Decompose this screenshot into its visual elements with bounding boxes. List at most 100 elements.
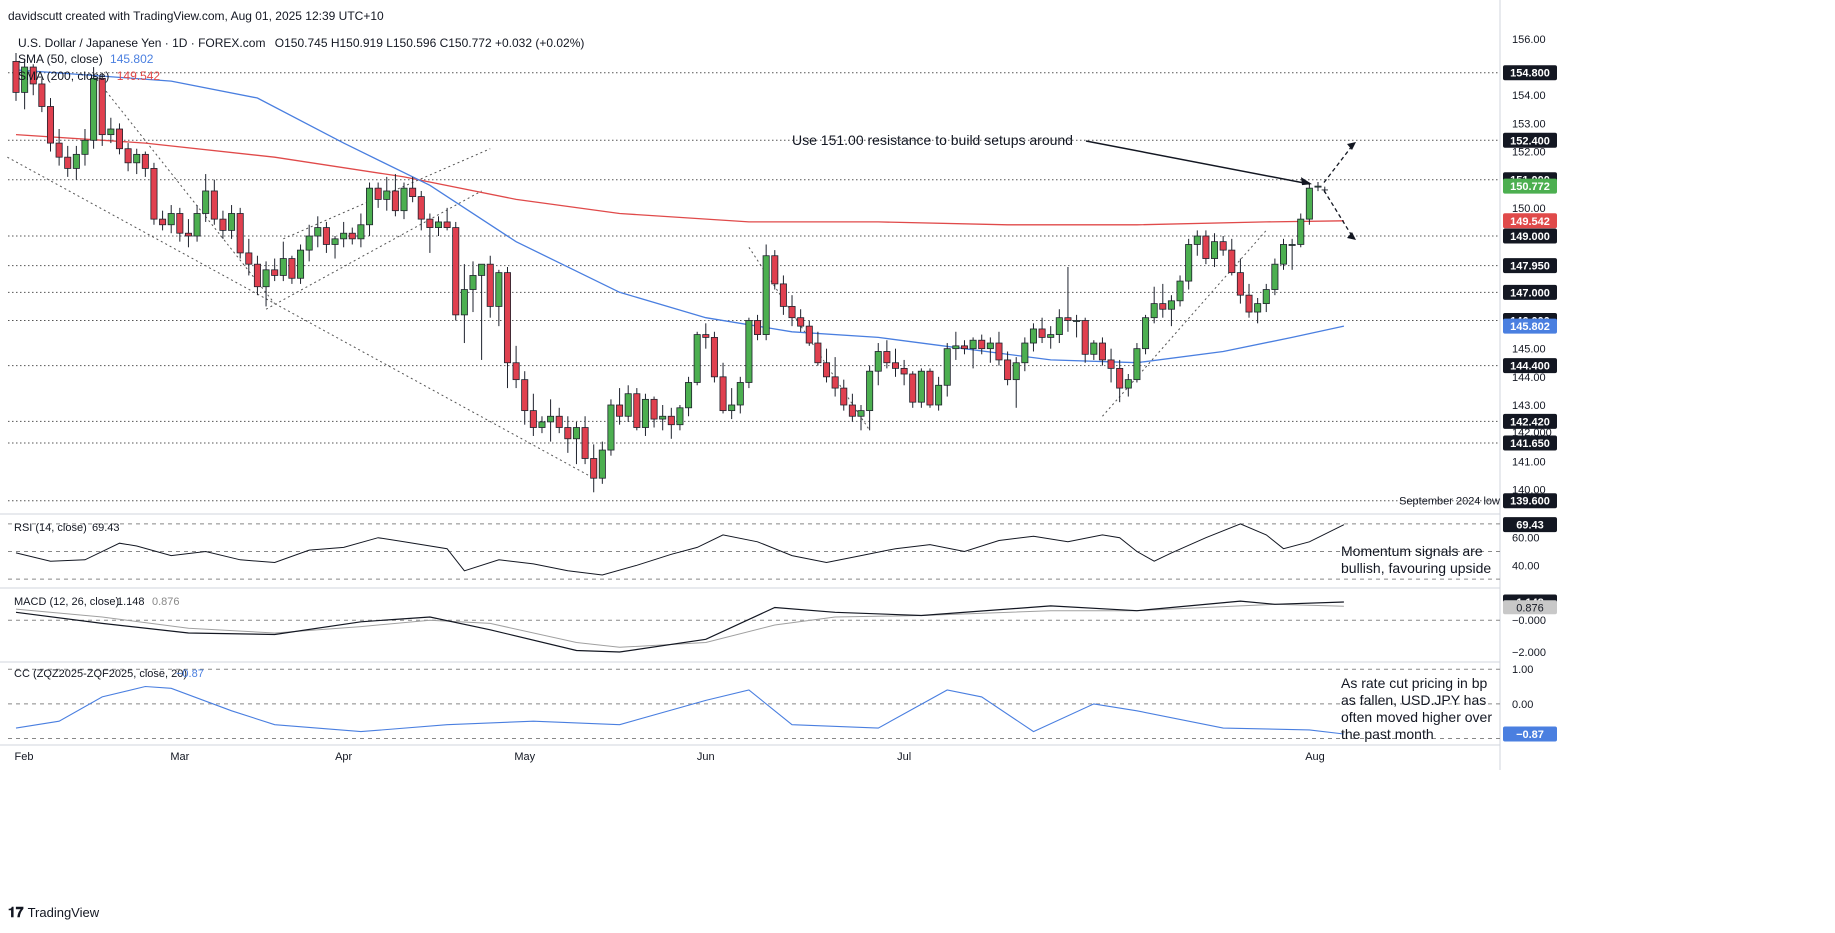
level-price-box — [1503, 358, 1557, 374]
sma200-legend: SMA (200, close) 149.542 — [18, 69, 160, 83]
candle-body — [391, 190, 399, 212]
level-price-box — [1503, 493, 1557, 509]
watermark-text: TradingView — [27, 905, 100, 920]
candle-body — [1107, 359, 1115, 369]
candle-body — [503, 272, 511, 364]
cc-annotation-text: the past month — [1341, 726, 1434, 742]
candle-body — [1038, 328, 1046, 338]
candle-body — [228, 213, 236, 231]
macd-line — [15, 600, 1344, 653]
x-axis-month-label: Mar — [170, 751, 189, 763]
cc-value-box — [1503, 726, 1557, 742]
candle-body — [426, 218, 434, 228]
candle-body — [693, 334, 701, 383]
cc-line — [15, 685, 1344, 735]
candle-body — [202, 190, 210, 214]
candle-body — [46, 106, 54, 144]
price-tick-label: 152.00 — [1512, 147, 1546, 159]
level-price-label: 154.800 — [1510, 68, 1550, 80]
last-price-box — [1503, 178, 1557, 194]
trendline — [7, 156, 594, 479]
cc-annotation-text: often moved higher over — [1341, 709, 1492, 725]
candle-body — [322, 227, 330, 245]
candle-body — [348, 232, 356, 240]
annotation-text: Use 151.00 resistance to build setups ar… — [792, 132, 1073, 148]
candle-body — [12, 61, 20, 93]
rsi-tick-label: 60.00 — [1512, 533, 1540, 545]
level-price-label: 144.400 — [1510, 361, 1550, 373]
candle-body — [926, 370, 934, 406]
candle-body — [1262, 289, 1270, 305]
candle-body — [779, 283, 787, 307]
sma50-value: 145.802 — [110, 52, 154, 66]
candle-body — [167, 213, 175, 226]
candle-body — [952, 345, 960, 350]
candle-body — [702, 334, 710, 338]
sma50-legend: SMA (50, close) 145.802 — [18, 52, 153, 66]
level-price-box — [1503, 228, 1557, 244]
price-tick-label: 141.00 — [1512, 456, 1546, 468]
candle-body — [495, 272, 503, 307]
candle-body — [521, 379, 529, 412]
cc-tick-label: 0.00 — [1512, 699, 1533, 711]
candle-body — [564, 427, 572, 440]
candle-body — [90, 77, 98, 141]
candle-body — [598, 449, 606, 479]
sma200-value: 149.542 — [116, 69, 161, 83]
candle-body — [434, 221, 443, 228]
level-price-label: 141.650 — [1510, 438, 1550, 450]
sma50-price-label: 145.802 — [1510, 321, 1550, 333]
creator-line: davidscutt created with TradingView.com,… — [8, 9, 384, 23]
candle-body — [236, 213, 244, 254]
cc-tick-label: 1.00 — [1512, 664, 1533, 676]
x-axis-month-label: Aug — [1305, 751, 1325, 763]
cc-annotation-text: As rate cut pricing in bp — [1341, 675, 1488, 691]
candle-body — [659, 415, 667, 420]
candle-body — [133, 153, 141, 164]
candle-body — [909, 373, 917, 403]
candle-body — [538, 421, 546, 428]
candle-body — [1167, 300, 1175, 310]
candle-body — [831, 376, 839, 389]
candle-body — [736, 382, 744, 406]
rsi-tick-label: 40.00 — [1512, 560, 1540, 572]
crosshair-mark: + — [1321, 182, 1329, 197]
candle-body — [848, 404, 856, 417]
candle-body — [641, 398, 649, 428]
candle-body — [1185, 244, 1193, 282]
candle-body — [1124, 379, 1132, 389]
x-axis-month-label: May — [514, 751, 535, 763]
candle-body — [486, 263, 494, 307]
symbol-line: U.S. Dollar / Japanese Yen · 1D · FOREX.… — [18, 36, 584, 50]
level-price-label: 147.000 — [1510, 287, 1550, 299]
candle-body — [1029, 328, 1037, 344]
projection-down-arrowhead — [1347, 232, 1356, 240]
candle-body — [1254, 303, 1262, 313]
candle-body — [1004, 359, 1012, 381]
level-price-box — [1503, 413, 1557, 429]
x-axis-month-label: Apr — [335, 751, 352, 763]
candle-body — [374, 187, 382, 200]
price-tick-label: 144.00 — [1512, 372, 1546, 384]
candle-body — [960, 345, 968, 350]
tradingview-logo-icon: 𝟏𝟕 — [8, 904, 24, 920]
last-price-label: 150.772 — [1510, 181, 1550, 193]
candle-body — [745, 320, 753, 383]
candle-body — [1236, 272, 1244, 296]
candle-body — [1193, 235, 1201, 245]
candle-body — [529, 410, 537, 428]
candle-body — [969, 339, 977, 350]
candle-body — [72, 153, 80, 169]
candle-body — [676, 407, 684, 426]
candle-body — [417, 196, 425, 220]
sma50-price-box — [1503, 318, 1557, 334]
candle-body — [193, 213, 201, 237]
sma200-line — [15, 133, 1344, 226]
candle-body — [1064, 317, 1072, 321]
candle-body — [159, 218, 167, 226]
candle-body — [1228, 249, 1236, 274]
candle-body — [1047, 334, 1055, 338]
candle-body — [1176, 280, 1184, 302]
candle-body — [1314, 185, 1322, 188]
